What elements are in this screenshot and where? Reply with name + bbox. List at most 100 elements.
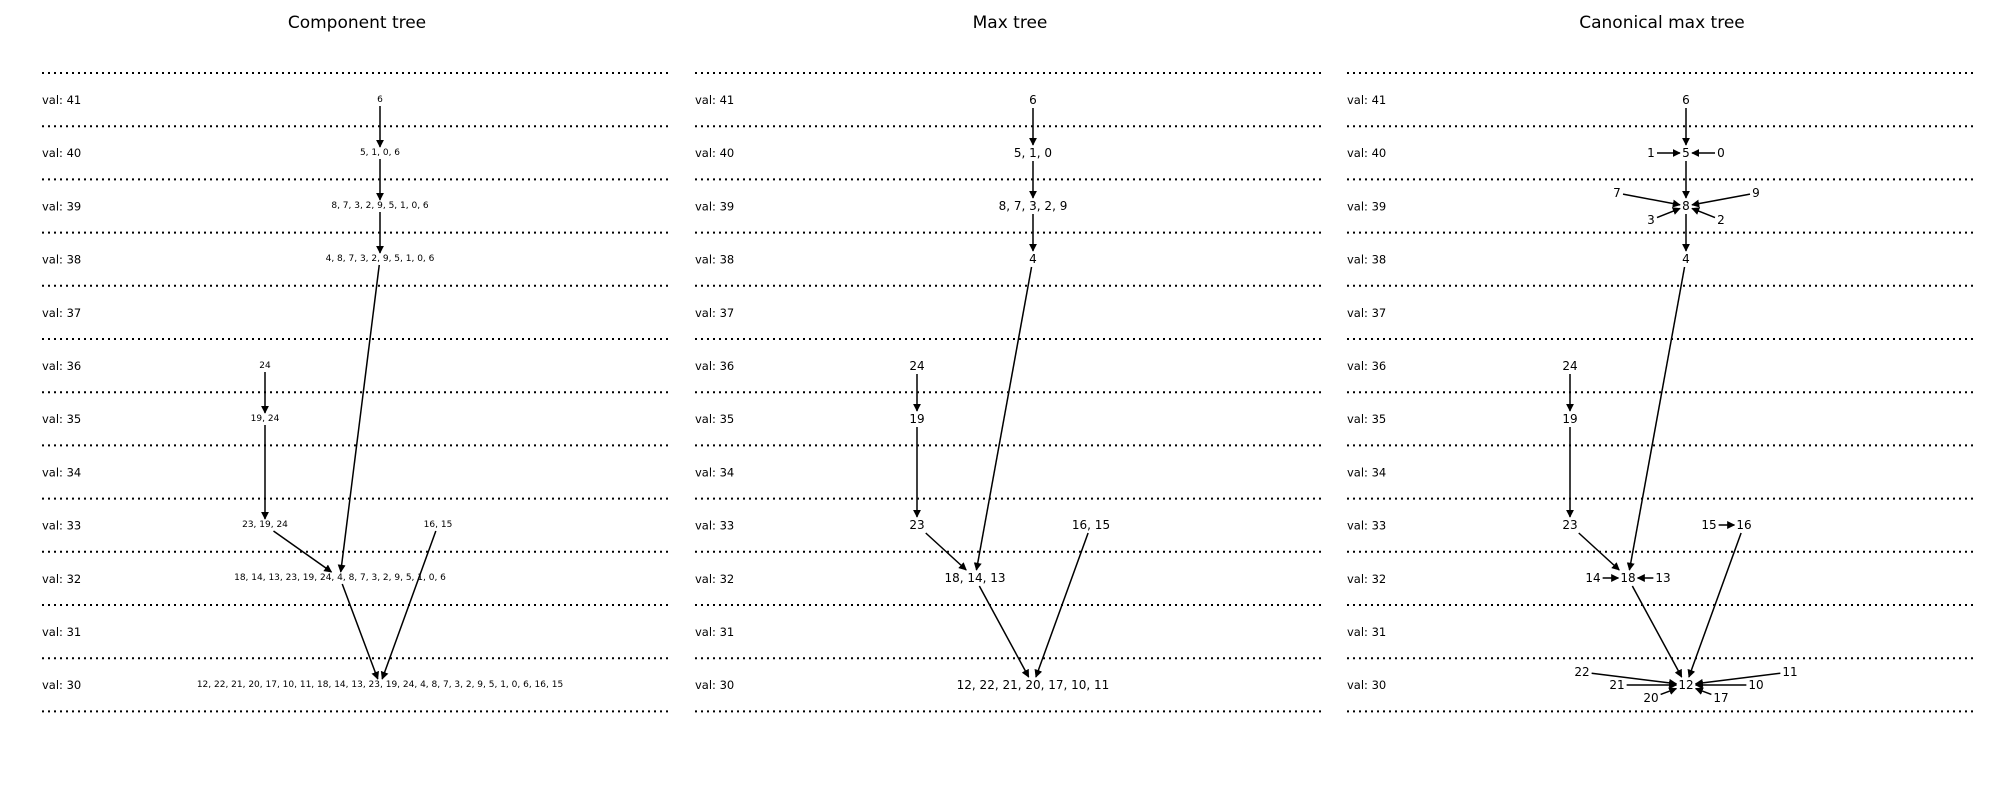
tree-node-label: 4 [1682,252,1690,266]
tree-edge-arrow [1622,193,1681,208]
tree-node-label: 16, 15 [1072,518,1110,532]
tree-edge-arrow [1034,532,1089,678]
level-label: val: 34 [695,465,734,479]
level-label: val: 37 [1347,306,1386,320]
tree-node-label: 5 [1682,146,1690,160]
tree-edge-arrow [1591,672,1678,687]
component-tree-panel: Component tree val: 41 val: 40 val: 39 val: … [42,13,668,713]
tree-node-label: 19 [909,412,924,426]
tree-edge-arrow [341,583,379,680]
level-label: val: 36 [1347,359,1386,373]
level-label: val: 38 [42,253,81,267]
tree-node-label: 19, 24 [251,414,280,424]
tree-node-label: 14 [1585,571,1600,585]
level-label: val: 34 [1347,465,1386,479]
tree-edge-arrow [1687,532,1742,678]
tree-edge-arrow [1578,532,1620,571]
tree-edge-arrow [1631,585,1683,678]
tree-node-label: 4 [1029,252,1037,266]
level-label: val: 30 [695,678,734,692]
tree-edge-arrow [925,532,967,571]
tree-node-label: 6 [1682,93,1690,107]
tree-node-label: 24 [1562,359,1577,373]
tree-node-label: 3 [1647,213,1655,227]
tree-node-label: 5, 1, 0 [1014,146,1052,160]
tree-node-label: 21 [1609,678,1624,692]
tree-node-label: 6 [1029,93,1037,107]
tree-edge-arrow [380,530,437,680]
tree-node-label: 24 [909,359,924,373]
tree-node-label: 10 [1748,678,1763,692]
level-label: val: 41 [42,93,81,107]
level-label: val: 35 [695,412,734,426]
tree-node-label: 23 [1562,518,1577,532]
tree-edge-arrow [1656,207,1681,219]
tree-edge-arrow [1626,266,1686,571]
tree-edge-arrow [978,585,1030,678]
level-label: val: 32 [1347,572,1386,586]
tree-node-label: 0 [1717,146,1725,160]
tree-node-label: 18, 14, 13, 23, 19, 24, 4, 8, 7, 3, 2, 9… [234,573,446,583]
tree-node-label: 6 [377,95,383,105]
tree-node-label: 22 [1574,665,1589,679]
level-label: val: 40 [42,146,81,160]
tree-node-label: 9 [1752,186,1760,200]
max-tree-panel: Max tree val: 41 val: 40 val: 39 val: 38 val:… [695,13,1321,713]
tree-node-label: 2 [1717,213,1725,227]
level-label: val: 33 [1347,519,1386,533]
tree-edge-arrow [1694,687,1712,696]
tree-node-label: 12 [1678,678,1693,692]
tree-node-label: 8, 7, 3, 2, 9, 5, 1, 0, 6 [331,201,429,211]
level-label: val: 34 [42,465,81,479]
level-label: val: 30 [1347,678,1386,692]
panel-title: Canonical max tree [1579,13,1745,33]
tree-edge-arrow [337,264,380,573]
tree-edge-arrow [273,530,333,573]
tree-node-label: 12, 22, 21, 20, 17, 10, 11, 18, 14, 13, … [197,680,563,690]
level-label: val: 35 [1347,412,1386,426]
level-label: val: 33 [42,519,81,533]
level-label: val: 38 [695,253,734,267]
level-label: val: 36 [42,359,81,373]
level-label: val: 31 [1347,625,1386,639]
level-label: val: 41 [695,93,734,107]
tree-node-label: 17 [1713,691,1728,705]
tree-node-label: 4, 8, 7, 3, 2, 9, 5, 1, 0, 6 [326,254,435,264]
level-label: val: 39 [42,199,81,213]
level-label: val: 37 [42,306,81,320]
tree-node-label: 12, 22, 21, 20, 17, 10, 11 [957,678,1110,692]
canonical-max-tree-panel: Canonical max tree val: 41 val: 40 val: 39 v… [1347,13,1973,713]
tree-edge-arrow [1691,207,1716,219]
tree-node-label: 23, 19, 24 [242,520,288,530]
tree-node-label: 16, 15 [424,520,453,530]
tree-edge-arrow [1691,193,1751,208]
level-label: val: 32 [42,572,81,586]
level-label: val: 31 [42,625,81,639]
tree-node-label: 7 [1613,186,1621,200]
tree-node-label: 18, 14, 13 [944,571,1005,585]
level-label: val: 39 [1347,199,1386,213]
level-label: val: 40 [695,146,734,160]
tree-node-label: 8, 7, 3, 2, 9 [999,199,1068,213]
level-label: val: 41 [1347,93,1386,107]
tree-node-label: 24 [259,361,271,371]
level-label: val: 36 [695,359,734,373]
tree-node-label: 18 [1620,571,1635,585]
tree-node-label: 15 [1701,518,1716,532]
tree-edge-arrow [1694,672,1781,687]
level-label: val: 31 [695,625,734,639]
level-label: val: 33 [695,519,734,533]
tree-node-label: 16 [1736,518,1751,532]
level-label: val: 32 [695,572,734,586]
tree-node-label: 8 [1682,199,1690,213]
tree-node-label: 5, 1, 0, 6 [360,148,400,158]
tree-edge-arrow [973,266,1033,571]
level-label: val: 40 [1347,146,1386,160]
level-label: val: 39 [695,199,734,213]
level-label: val: 35 [42,412,81,426]
panel-title: Component tree [288,13,426,33]
tree-node-label: 23 [909,518,924,532]
tree-node-label: 19 [1562,412,1577,426]
level-label: val: 38 [1347,253,1386,267]
